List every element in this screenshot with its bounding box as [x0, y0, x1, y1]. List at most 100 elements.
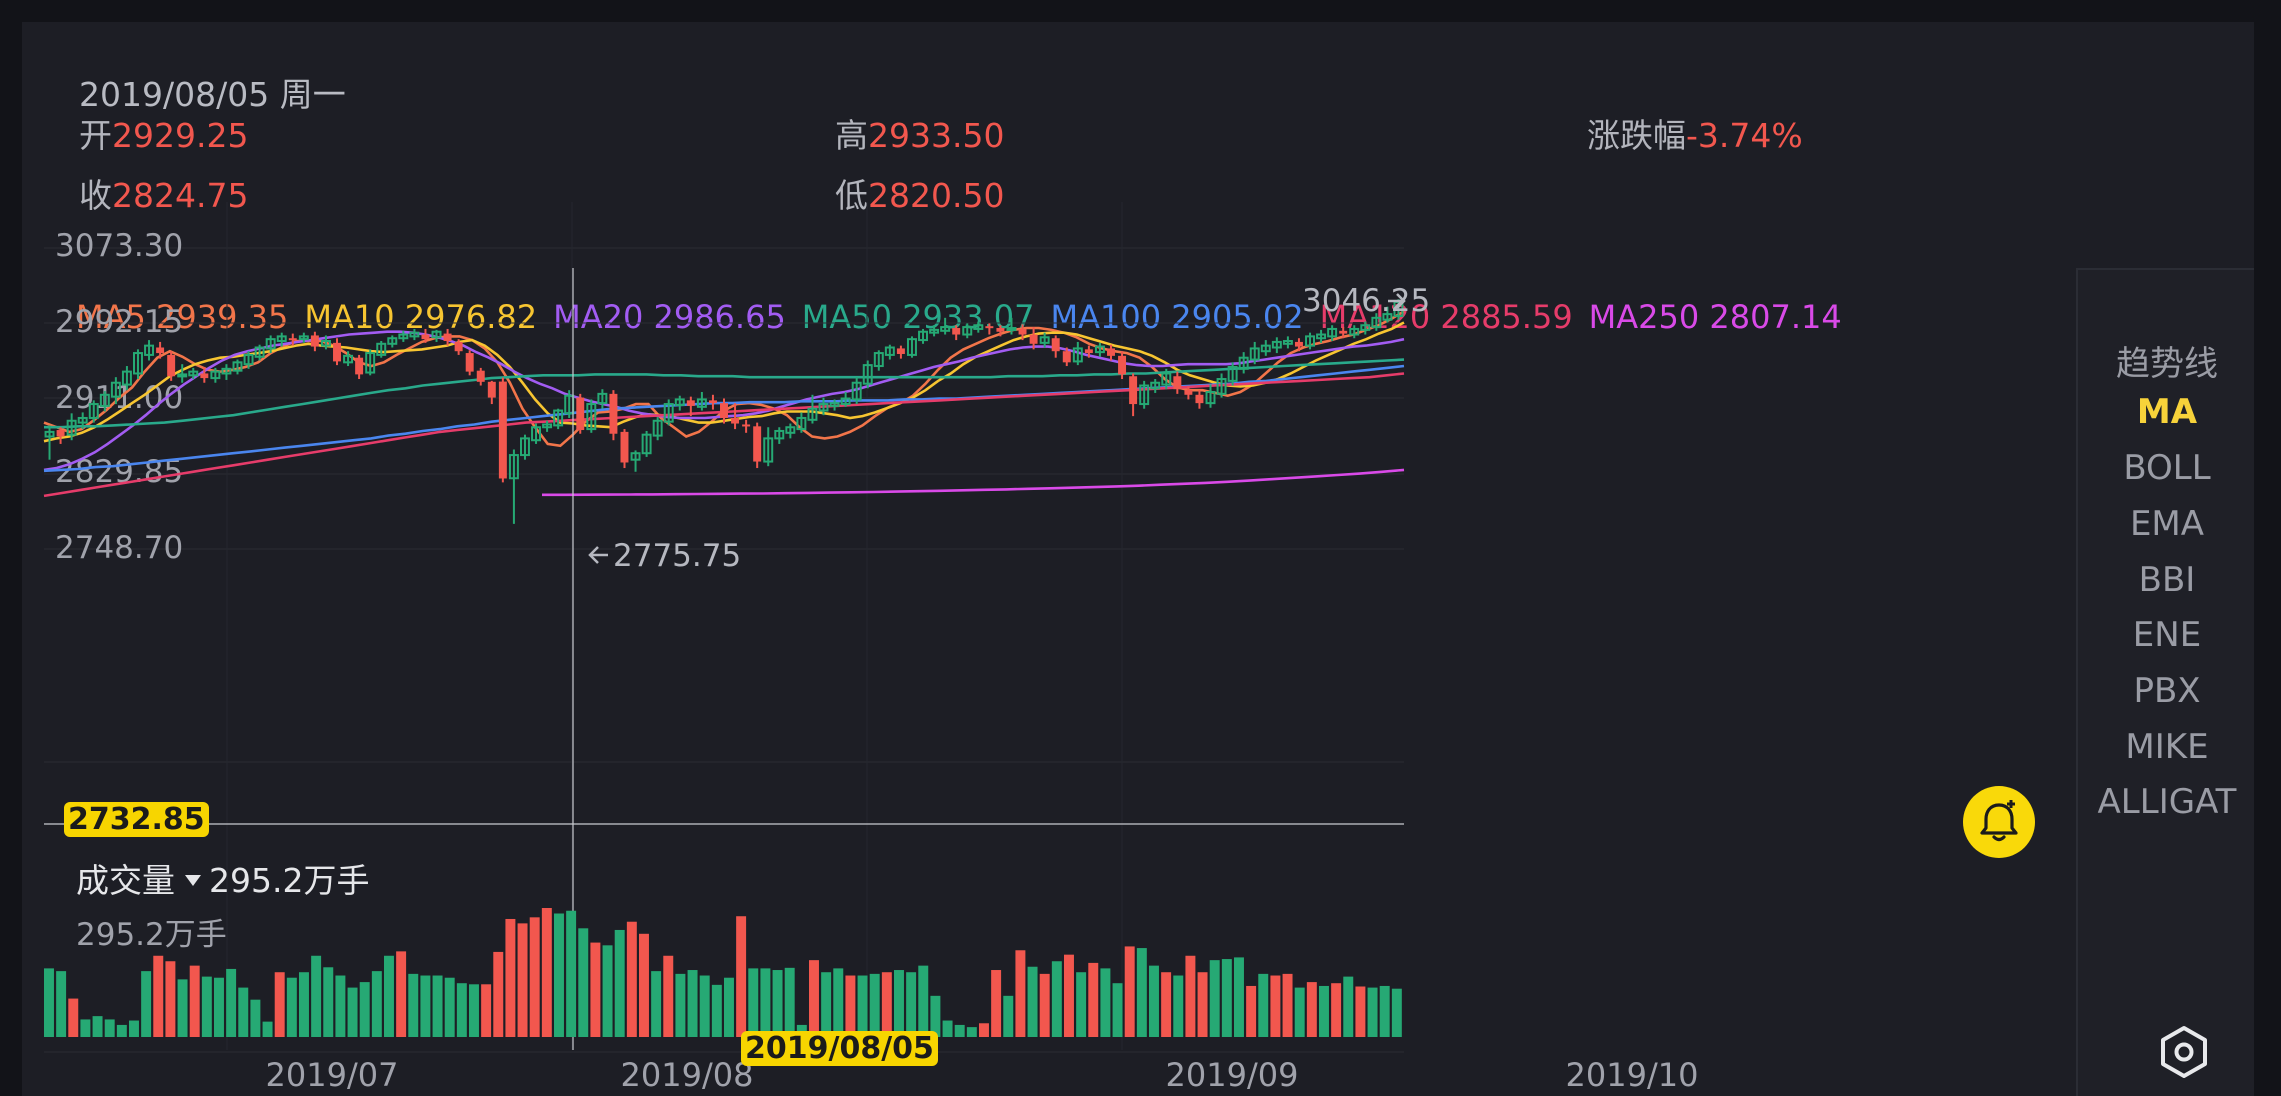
- change-percent: 涨跌幅-3.74%: [1587, 109, 1803, 157]
- candle-body: [1107, 348, 1115, 356]
- indicator-ema[interactable]: EMA: [2129, 504, 2205, 544]
- candle-body: [1305, 335, 1315, 347]
- candle-body: [1227, 365, 1238, 382]
- volume-bar: [481, 984, 492, 1037]
- volume-selector[interactable]: 成交量 295.2万手: [76, 854, 369, 902]
- indicator-ene[interactable]: ENE: [2132, 615, 2202, 655]
- candle-body: [421, 334, 430, 340]
- candle-body: [1018, 328, 1027, 335]
- close-label: 收: [79, 176, 112, 215]
- candle-body: [1195, 394, 1204, 404]
- add-alert-button[interactable]: [1963, 786, 2035, 858]
- volume-bar: [129, 1020, 139, 1037]
- candle-body: [674, 398, 685, 406]
- candle-body: [167, 354, 176, 377]
- volume-bar: [1173, 975, 1184, 1037]
- volume-bar: [1076, 972, 1087, 1037]
- volume-bar: [894, 970, 904, 1037]
- indicator-trendline[interactable]: 趋势线: [2116, 344, 2218, 384]
- candle-body: [443, 333, 452, 342]
- candle-body: [586, 403, 597, 431]
- indicator-alligator[interactable]: ALLIGAT: [2097, 782, 2237, 822]
- candle-body: [918, 330, 929, 342]
- volume-bar: [942, 1020, 953, 1037]
- ma-legend-item: MA50 2933.07: [801, 298, 1035, 336]
- arrow-right-icon: [1388, 293, 1406, 309]
- volume-bar: [1221, 959, 1232, 1037]
- header-date: 2019/08/05 周一: [79, 75, 346, 114]
- low-label: 低: [835, 176, 868, 215]
- indicator-mike[interactable]: MIKE: [2125, 727, 2209, 767]
- volume-bar: [335, 975, 346, 1037]
- candle-body: [232, 361, 243, 372]
- candle-body: [1249, 347, 1260, 361]
- high-value: 2933.50: [868, 116, 1005, 155]
- volume-bar: [796, 1024, 807, 1037]
- candle-body: [66, 419, 77, 436]
- volume-bar: [1270, 975, 1281, 1037]
- volume-bar: [311, 955, 322, 1037]
- candle-body: [731, 417, 740, 424]
- ma-legend-item: MA5 2939.35: [76, 298, 289, 336]
- candle-body: [355, 357, 364, 375]
- candle-body: [1161, 372, 1172, 386]
- volume-bar: [821, 972, 832, 1037]
- candle-body: [1173, 376, 1182, 390]
- volume-bar: [736, 916, 747, 1037]
- volume-bar: [554, 913, 564, 1037]
- indicator-pbx[interactable]: PBX: [2133, 671, 2201, 711]
- indicator-bbi[interactable]: BBI: [2138, 560, 2196, 600]
- volume-bar: [675, 973, 686, 1037]
- volume-bar: [687, 970, 698, 1037]
- volume-bar: [432, 975, 443, 1037]
- candle-body: [1051, 338, 1060, 352]
- volume-bar: [699, 975, 710, 1037]
- volume-bar: [299, 972, 309, 1037]
- volume-bar: [250, 999, 261, 1037]
- ma-legend: MA5 2939.35 MA10 2976.82 MA20 2986.65 MA50 …: [76, 298, 1858, 336]
- volume-bar: [80, 1019, 91, 1037]
- candle-body: [288, 338, 297, 341]
- volume-axis-label: 295.2万手: [76, 917, 227, 953]
- indicator-boll[interactable]: BOLL: [2123, 448, 2211, 488]
- candle-body: [1094, 345, 1105, 354]
- candle-body: [686, 400, 695, 406]
- candle-body: [519, 437, 530, 457]
- settings-button[interactable]: [2154, 1022, 2214, 1082]
- volume-bar: [505, 918, 516, 1037]
- candle-body: [720, 403, 728, 418]
- volume-bar: [238, 987, 249, 1037]
- candle-body: [265, 338, 276, 350]
- candle-body: [1139, 384, 1150, 406]
- volume-bar: [711, 984, 722, 1037]
- candle-body: [696, 398, 707, 408]
- candle-body: [542, 423, 553, 429]
- candle-body: [609, 393, 618, 434]
- candle-body: [929, 328, 940, 334]
- candle-body: [298, 335, 309, 341]
- volume-bar: [1306, 982, 1317, 1037]
- volume-bar: [1319, 985, 1329, 1037]
- price-axis-label: 3073.30: [55, 228, 183, 264]
- candle-body: [597, 392, 608, 405]
- candle-body: [840, 397, 851, 406]
- volume-bar: [274, 972, 285, 1037]
- candle-body: [508, 454, 519, 480]
- candle-body: [276, 335, 287, 343]
- x-axis-label: 2019/07: [266, 1056, 399, 1094]
- candle-body: [531, 426, 542, 442]
- volume-bar: [784, 967, 795, 1037]
- volume-bar: [1234, 957, 1244, 1037]
- volume-bar: [954, 1024, 965, 1037]
- candle-body: [156, 347, 165, 354]
- candle-body: [553, 409, 564, 427]
- indicator-ma[interactable]: MA: [2136, 392, 2198, 432]
- candle-body: [1118, 355, 1127, 375]
- volume-bar: [44, 968, 54, 1037]
- volume-bar: [748, 968, 759, 1037]
- cursor-date-badge: 2019/08/05: [741, 1031, 938, 1066]
- volume-bar: [214, 977, 224, 1037]
- candle-body: [465, 353, 474, 372]
- change-value: -3.74%: [1686, 116, 1803, 155]
